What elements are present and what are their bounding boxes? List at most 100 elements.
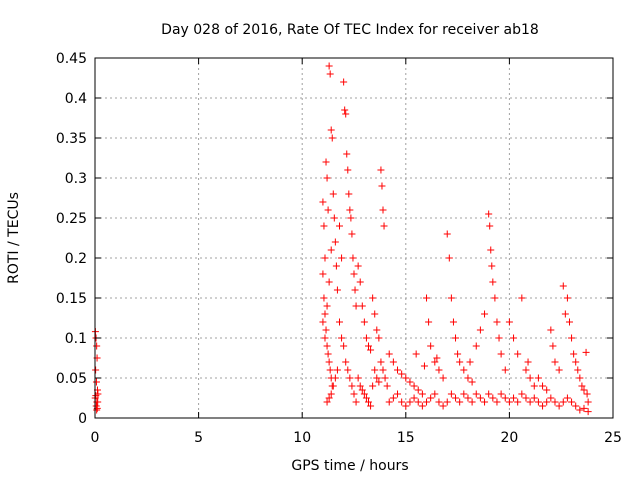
data-point xyxy=(406,378,414,386)
data-point xyxy=(563,294,571,302)
data-point xyxy=(534,374,542,382)
data-point xyxy=(389,394,397,402)
data-point xyxy=(497,390,505,398)
x-tick-label: 5 xyxy=(194,430,203,446)
data-point xyxy=(352,302,360,310)
data-point xyxy=(331,238,339,246)
data-point xyxy=(385,398,393,406)
data-point xyxy=(447,294,455,302)
data-point xyxy=(319,318,327,326)
data-point xyxy=(325,62,333,70)
data-point xyxy=(344,366,352,374)
data-point xyxy=(497,350,505,358)
data-point xyxy=(460,390,468,398)
data-point xyxy=(369,382,377,390)
data-point xyxy=(320,294,328,302)
data-point xyxy=(543,386,551,394)
data-point xyxy=(561,310,569,318)
data-point xyxy=(443,230,451,238)
data-point xyxy=(332,262,340,270)
data-point xyxy=(324,350,332,358)
data-point xyxy=(335,222,343,230)
data-point xyxy=(576,406,584,414)
data-point xyxy=(472,342,480,350)
data-point xyxy=(433,354,441,362)
chart-title: Day 028 of 2016, Rate Of TEC Index for r… xyxy=(161,22,539,38)
data-point xyxy=(464,374,472,382)
data-point xyxy=(547,394,555,402)
data-point xyxy=(456,398,464,406)
data-point xyxy=(435,398,443,406)
data-point xyxy=(324,206,332,214)
data-point xyxy=(349,254,357,262)
data-point xyxy=(350,390,358,398)
data-point xyxy=(518,294,526,302)
data-point xyxy=(329,190,337,198)
data-point xyxy=(356,382,364,390)
data-point xyxy=(402,402,410,410)
data-point xyxy=(559,282,567,290)
data-point xyxy=(431,390,439,398)
data-point xyxy=(435,366,443,374)
data-point xyxy=(362,334,370,342)
data-point xyxy=(493,398,501,406)
data-point xyxy=(572,402,580,410)
data-point xyxy=(327,246,335,254)
data-point xyxy=(559,398,567,406)
y-tick-label: 0.4 xyxy=(65,91,87,107)
data-point xyxy=(330,214,338,222)
data-point xyxy=(367,346,375,354)
data-point xyxy=(427,342,435,350)
data-point xyxy=(505,318,513,326)
data-point xyxy=(468,378,476,386)
data-point xyxy=(341,106,349,114)
data-point xyxy=(320,222,328,230)
y-tick-label: 0.25 xyxy=(56,211,87,227)
data-point xyxy=(351,286,359,294)
data-point xyxy=(358,386,366,394)
data-point xyxy=(323,342,331,350)
gridlines xyxy=(95,58,613,418)
data-point xyxy=(481,398,489,406)
data-point xyxy=(321,254,329,262)
y-tick-label: 0.15 xyxy=(56,291,87,307)
data-point xyxy=(344,166,352,174)
data-point xyxy=(377,358,385,366)
data-point xyxy=(445,254,453,262)
data-point xyxy=(485,390,493,398)
data-point xyxy=(343,150,351,158)
data-point xyxy=(526,374,534,382)
data-point xyxy=(488,262,496,270)
data-points xyxy=(91,62,592,416)
data-point xyxy=(526,398,534,406)
data-point xyxy=(522,394,530,402)
data-point xyxy=(93,342,101,350)
data-point xyxy=(427,394,435,402)
x-tick-label: 25 xyxy=(604,430,622,446)
data-point xyxy=(476,394,484,402)
data-point xyxy=(371,366,379,374)
y-tick-label: 0.3 xyxy=(65,171,87,187)
data-point xyxy=(452,334,460,342)
data-point xyxy=(333,366,341,374)
data-point xyxy=(345,190,353,198)
data-point xyxy=(518,390,526,398)
data-point xyxy=(522,366,530,374)
data-point xyxy=(379,206,387,214)
data-point xyxy=(319,198,327,206)
data-point xyxy=(375,334,383,342)
data-point xyxy=(373,374,381,382)
data-point xyxy=(325,394,333,402)
plot-frame xyxy=(94,57,614,419)
data-point xyxy=(414,386,422,394)
data-point xyxy=(371,310,379,318)
data-point xyxy=(414,398,422,406)
data-point xyxy=(489,278,497,286)
data-point xyxy=(347,214,355,222)
data-point xyxy=(510,334,518,342)
data-point xyxy=(356,278,364,286)
y-tick-label: 0.1 xyxy=(65,331,87,347)
data-point xyxy=(377,166,385,174)
data-point xyxy=(322,326,330,334)
